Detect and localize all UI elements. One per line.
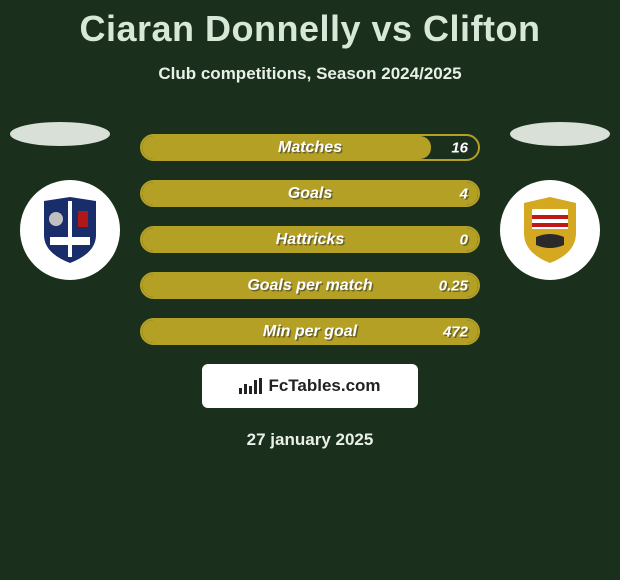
left-player-ellipse	[10, 122, 110, 146]
footer-date: 27 january 2025	[0, 430, 620, 450]
stat-row: Goals4	[140, 180, 480, 207]
stat-label: Matches	[142, 139, 478, 157]
stat-label: Goals	[142, 185, 478, 203]
stat-label: Goals per match	[142, 277, 478, 295]
page-title: Ciaran Donnelly vs Clifton	[0, 0, 620, 50]
stat-row: Min per goal472	[140, 318, 480, 345]
shield-icon	[42, 197, 98, 263]
right-team-crest	[500, 180, 600, 280]
stat-value: 472	[443, 323, 468, 340]
stat-value: 16	[451, 139, 468, 156]
stat-row: Hattricks0	[140, 226, 480, 253]
stat-value: 4	[460, 185, 468, 202]
stat-value: 0	[460, 231, 468, 248]
left-team-crest	[20, 180, 120, 280]
right-player-ellipse	[510, 122, 610, 146]
subtitle: Club competitions, Season 2024/2025	[0, 64, 620, 84]
stat-row: Matches16	[140, 134, 480, 161]
stat-row: Goals per match0.25	[140, 272, 480, 299]
stat-label: Min per goal	[142, 323, 478, 341]
stat-bars: Matches16 Goals4 Hattricks0 Goals per match…	[140, 122, 480, 345]
brand-text: FcTables.com	[268, 376, 380, 396]
stat-label: Hattricks	[142, 231, 478, 249]
chart-icon	[239, 378, 262, 394]
brand-badge: FcTables.com	[202, 364, 418, 408]
stat-value: 0.25	[439, 277, 468, 294]
shield-icon	[522, 197, 578, 263]
comparison-panel: Matches16 Goals4 Hattricks0 Goals per match…	[0, 122, 620, 450]
